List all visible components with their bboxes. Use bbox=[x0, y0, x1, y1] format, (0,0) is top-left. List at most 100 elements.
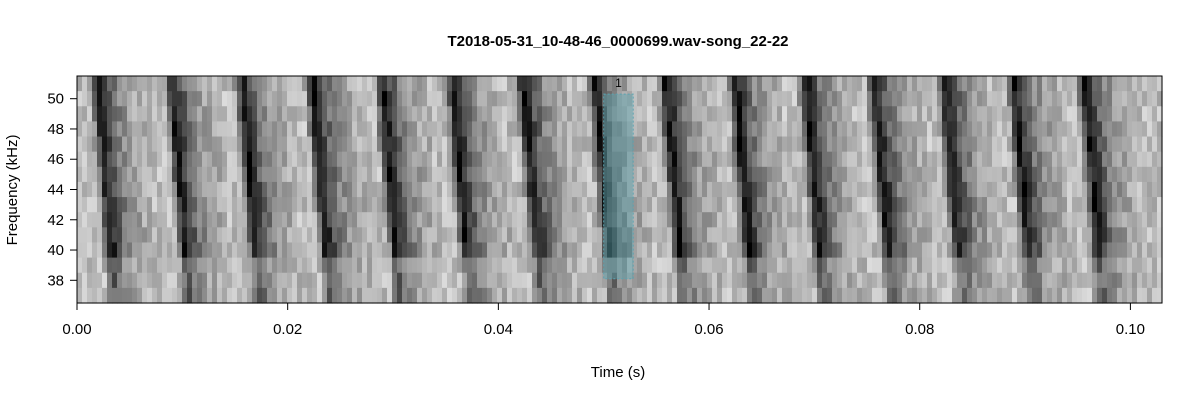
spectrogram-cell bbox=[627, 76, 633, 92]
spectrogram-cell bbox=[907, 197, 913, 213]
spectrogram-cell bbox=[857, 272, 863, 289]
spectrogram-cell bbox=[672, 91, 678, 107]
spectrogram-cell bbox=[227, 212, 233, 228]
spectrogram-cell bbox=[602, 106, 608, 122]
spectrogram-cell bbox=[382, 121, 388, 138]
spectrogram-cell bbox=[772, 212, 778, 228]
spectrogram-cell bbox=[327, 166, 333, 183]
spectrogram-cell bbox=[1122, 257, 1128, 274]
spectrogram-cell bbox=[912, 242, 918, 259]
spectrogram-cell bbox=[292, 91, 298, 107]
spectrogram-cell bbox=[187, 272, 193, 289]
spectrogram-cell bbox=[512, 242, 518, 259]
spectrogram-cell bbox=[1092, 227, 1098, 244]
spectrogram-cell bbox=[832, 136, 838, 153]
spectrogram-cell bbox=[347, 181, 353, 198]
spectrogram-cell bbox=[772, 121, 778, 138]
spectrogram-cell bbox=[947, 272, 953, 289]
spectrogram-cell bbox=[992, 166, 998, 183]
spectrogram-cell bbox=[242, 136, 248, 153]
spectrogram-cell bbox=[357, 181, 363, 198]
spectrogram-cell bbox=[982, 227, 988, 244]
spectrogram-cell bbox=[1087, 287, 1093, 304]
spectrogram-cell bbox=[1152, 227, 1158, 244]
spectrogram-cell bbox=[397, 136, 403, 153]
spectrogram-cell bbox=[577, 91, 583, 107]
spectrogram-cell bbox=[632, 106, 638, 122]
spectrogram-cell bbox=[142, 151, 148, 168]
spectrogram-cell bbox=[607, 166, 613, 183]
spectrogram-cell bbox=[1147, 257, 1153, 274]
spectrogram-cell bbox=[342, 242, 348, 259]
spectrogram-cell bbox=[262, 136, 268, 153]
spectrogram-cell bbox=[512, 136, 518, 153]
spectrogram-cell bbox=[387, 272, 393, 289]
spectrogram-cell bbox=[237, 121, 243, 138]
x-tick-label: 0.00 bbox=[62, 321, 91, 338]
spectrogram-cell bbox=[997, 287, 1003, 304]
spectrogram-cell bbox=[122, 151, 128, 168]
spectrogram-cell bbox=[507, 197, 513, 213]
spectrogram-cell bbox=[447, 197, 453, 213]
spectrogram-cell bbox=[727, 106, 733, 122]
spectrogram-cell bbox=[272, 227, 278, 244]
spectrogram-cell bbox=[1132, 166, 1138, 183]
spectrogram-cell bbox=[527, 76, 533, 92]
spectrogram-cell bbox=[447, 151, 453, 168]
spectrogram-cell bbox=[1147, 151, 1153, 168]
spectrogram-cell bbox=[222, 136, 228, 153]
spectrogram-cell bbox=[97, 212, 103, 228]
spectrogram-cell bbox=[602, 166, 608, 183]
spectrogram-cell bbox=[1067, 121, 1073, 138]
spectrogram-cell bbox=[917, 272, 923, 289]
spectrogram-cell bbox=[107, 287, 113, 304]
spectrogram-cell bbox=[752, 166, 758, 183]
spectrogram-cell bbox=[1102, 166, 1108, 183]
spectrogram-cell bbox=[757, 272, 763, 289]
spectrogram-cell bbox=[77, 272, 83, 289]
spectrogram-cell bbox=[527, 151, 533, 168]
spectrogram-cell bbox=[957, 257, 963, 274]
spectrogram-cell bbox=[227, 136, 233, 153]
spectrogram-cell bbox=[917, 136, 923, 153]
spectrogram-cell bbox=[397, 257, 403, 274]
spectrogram-cell bbox=[1122, 197, 1128, 213]
spectrogram-cell bbox=[702, 106, 708, 122]
spectrogram-cell bbox=[1052, 212, 1058, 228]
spectrogram-cell bbox=[997, 272, 1003, 289]
spectrogram-cell bbox=[597, 227, 603, 244]
spectrogram-cell bbox=[902, 181, 908, 198]
spectrogram-cell bbox=[127, 212, 133, 228]
spectrogram-cell bbox=[182, 76, 188, 92]
spectrogram-cell bbox=[182, 212, 188, 228]
spectrogram-cell bbox=[687, 212, 693, 228]
spectrogram-cell bbox=[937, 76, 943, 92]
spectrogram-cell bbox=[612, 181, 618, 198]
spectrogram-cell bbox=[332, 212, 338, 228]
spectrogram-cell bbox=[662, 106, 668, 122]
spectrogram-cell bbox=[637, 136, 643, 153]
spectrogram-cell bbox=[422, 136, 428, 153]
spectrogram-cell bbox=[317, 212, 323, 228]
spectrogram-cell bbox=[812, 212, 818, 228]
spectrogram-cell bbox=[112, 197, 118, 213]
spectrogram-cell bbox=[387, 227, 393, 244]
spectrogram-cell bbox=[1077, 257, 1083, 274]
spectrogram-cell bbox=[457, 151, 463, 168]
spectrogram-cell bbox=[837, 136, 843, 153]
spectrogram-cell bbox=[1022, 106, 1028, 122]
spectrogram-cell bbox=[907, 136, 913, 153]
spectrogram-cell bbox=[332, 272, 338, 289]
spectrogram-cell bbox=[247, 136, 253, 153]
spectrogram-cell bbox=[602, 136, 608, 153]
spectrogram-cell bbox=[827, 197, 833, 213]
spectrogram-cell bbox=[782, 76, 788, 92]
spectrogram-cell bbox=[362, 106, 368, 122]
selection-label: 1 bbox=[615, 76, 622, 90]
spectrogram-cell bbox=[962, 166, 968, 183]
spectrogram-cell bbox=[372, 166, 378, 183]
spectrogram-cell bbox=[1057, 121, 1063, 138]
spectrogram-cell bbox=[137, 166, 143, 183]
spectrogram-cell bbox=[592, 227, 598, 244]
spectrogram-cell bbox=[77, 166, 83, 183]
